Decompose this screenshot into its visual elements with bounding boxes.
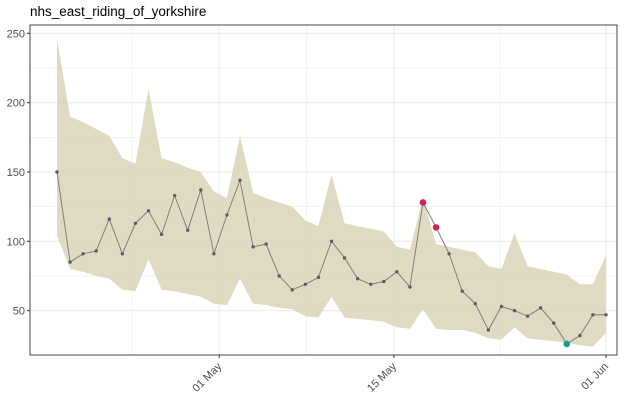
chart-title: nhs_east_riding_of_yorkshire: [30, 4, 207, 19]
data-points: [55, 170, 608, 348]
y-tick-label: 100: [7, 236, 25, 248]
data-point: [186, 228, 190, 232]
data-point: [512, 308, 517, 313]
band-area: [57, 38, 606, 347]
data-point-low: [563, 340, 571, 348]
data-point: [199, 188, 203, 192]
data-point: [408, 285, 412, 289]
data-point: [303, 282, 308, 286]
data-point: [94, 249, 98, 253]
x-axis: 01 May 15 May 01 Jun: [190, 355, 611, 395]
data-point: [578, 333, 582, 338]
data-point: [120, 252, 125, 256]
data-point: [473, 301, 477, 306]
data-point: [225, 213, 229, 217]
data-point: [369, 282, 373, 286]
data-point: [486, 328, 491, 332]
y-tick-label: 150: [7, 167, 25, 179]
data-point: [55, 170, 59, 174]
y-tick-label: 200: [7, 98, 25, 110]
y-axis: 50 100 150 200 250: [7, 28, 30, 318]
data-point: [355, 277, 360, 281]
data-point: [382, 279, 386, 284]
panel-border: [29, 24, 618, 356]
data-point: [499, 304, 504, 309]
data-point: [238, 178, 242, 182]
data-point: [329, 239, 334, 244]
data-point: [316, 275, 321, 280]
data-point: [107, 217, 111, 221]
data-point: [591, 313, 595, 317]
x-tick-label: 01 May: [190, 360, 224, 394]
data-point: [68, 260, 72, 264]
data-point: [525, 314, 530, 318]
y-tick-label: 50: [13, 306, 25, 318]
data-point: [342, 256, 347, 260]
data-point: [538, 306, 543, 310]
data-point: [212, 252, 216, 256]
confidence-band: [57, 38, 606, 347]
data-point-high: [432, 224, 440, 231]
panel-frame: [29, 24, 618, 356]
data-point: [81, 252, 85, 256]
y-tick-label: 250: [7, 28, 25, 40]
data-point: [460, 289, 464, 293]
data-point: [172, 193, 177, 198]
data-point: [447, 252, 451, 256]
data-point: [146, 209, 151, 213]
data-point: [264, 242, 268, 246]
data-point: [133, 221, 138, 225]
data-point: [251, 245, 255, 249]
data-point: [159, 232, 164, 237]
x-tick-label: 01 Jun: [579, 361, 611, 393]
data-point: [290, 288, 294, 292]
data-point: [277, 274, 281, 278]
data-point: [552, 321, 556, 325]
data-point-high: [419, 199, 427, 206]
data-point: [604, 313, 608, 317]
data-point: [395, 270, 399, 274]
x-tick-label: 15 May: [365, 360, 399, 394]
